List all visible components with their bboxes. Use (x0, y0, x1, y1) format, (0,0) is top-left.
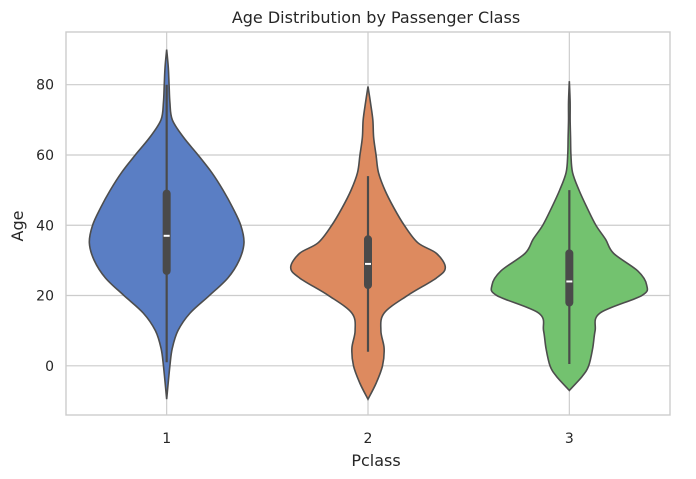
x-tick-label-3: 3 (565, 431, 574, 447)
violin-class-2 (289, 86, 447, 401)
x-axis-label: Pclass (351, 451, 400, 470)
chart-title: Age Distribution by Passenger Class (232, 8, 520, 27)
plot-frame (65, 31, 671, 416)
x-tick-label-1: 1 (162, 431, 171, 447)
tick-labels: 0 20 40 60 80 1 2 3 (36, 78, 574, 447)
y-axis-label: Age (8, 211, 27, 242)
violin-class-1 (88, 49, 245, 400)
violins (88, 49, 649, 401)
x-tick-label-2: 2 (364, 431, 373, 447)
y-tick-label-20: 20 (36, 289, 54, 305)
y-tick-label-60: 60 (36, 148, 54, 164)
y-tick-label-40: 40 (36, 218, 54, 234)
violin-class-3 (490, 81, 649, 392)
y-tick-label-0: 0 (45, 359, 54, 375)
y-tick-label-80: 80 (36, 78, 54, 94)
